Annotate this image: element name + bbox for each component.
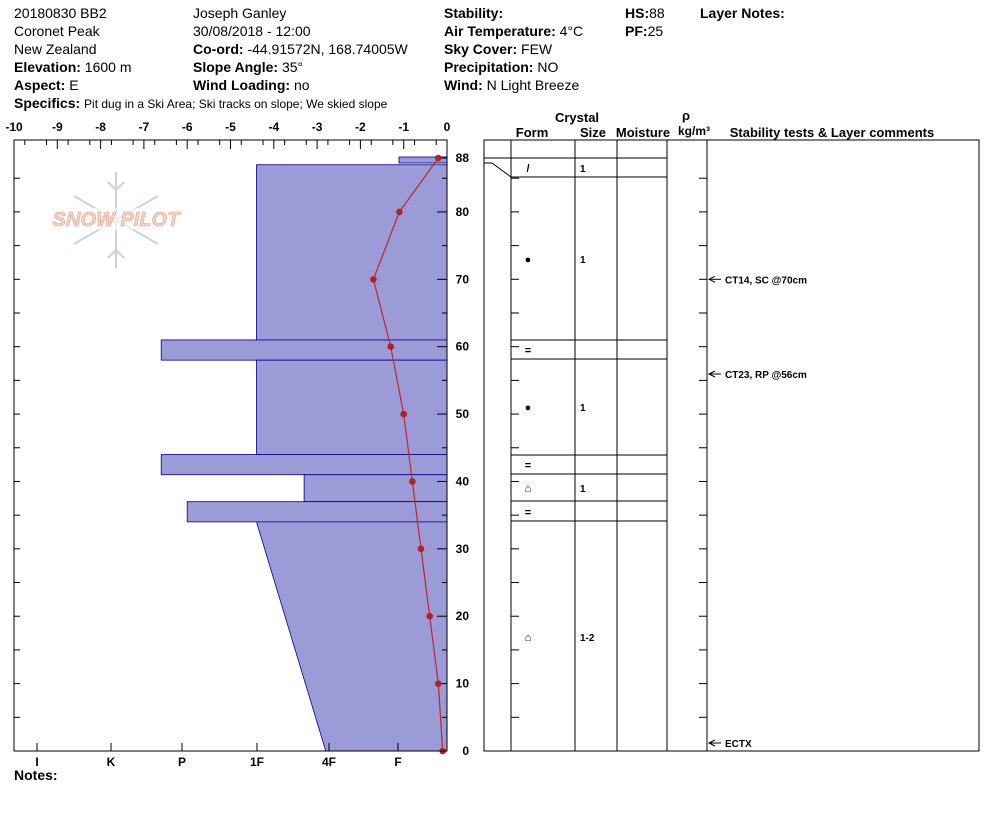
height-tick-label: 20	[456, 609, 470, 623]
notes-label: Notes:	[14, 767, 58, 783]
temperature-point	[409, 478, 416, 485]
temp-tick-label: -5	[225, 120, 236, 134]
stability-test-label: ECTX	[725, 739, 752, 750]
temperature-point	[435, 680, 442, 687]
height-tick-label: 30	[456, 542, 470, 556]
temp-tick-label: -7	[139, 120, 150, 134]
height-tick-label: 88	[456, 151, 470, 165]
hardness-layer	[256, 359, 448, 455]
rho-header: ρ	[682, 108, 690, 123]
svg-text:SNOW PILOT: SNOW PILOT	[53, 209, 181, 231]
layer-table: Crystal Form Size Moisture ρ kg/m³ Stabi…	[483, 108, 980, 752]
wind: Wind: N Light Breeze	[444, 77, 580, 93]
temp-tick-label: 0	[444, 120, 451, 134]
comments-header: Stability tests & Layer comments	[730, 125, 934, 140]
temp-tick-label: -10	[5, 120, 23, 134]
strata-form: ●	[525, 254, 532, 266]
height-tick-label: 10	[456, 677, 470, 691]
temp-tick-label: -1	[398, 120, 409, 134]
height-tick-label: 80	[456, 205, 470, 219]
connector	[484, 162, 512, 178]
strata-size: 1	[580, 403, 586, 414]
slope-angle: Slope Angle: 35°	[193, 59, 304, 75]
hardness-tick-label: K	[107, 755, 116, 769]
hs: HS:88	[625, 5, 665, 21]
hardness-tick-label: I	[35, 755, 38, 769]
strata-form: =	[525, 345, 531, 357]
temp-tick-label: -3	[312, 120, 323, 134]
stability-arrow-head	[707, 370, 716, 378]
temperature-point	[417, 545, 425, 553]
hardness-layer	[303, 474, 448, 503]
form-header: Form	[516, 125, 549, 140]
temp-tick-label: -2	[355, 120, 366, 134]
hardness-tick-label: 1F	[250, 755, 264, 769]
size-header: Size	[580, 125, 606, 140]
temperature-point	[400, 410, 408, 418]
height-tick-label: 60	[456, 340, 470, 354]
table-frame	[483, 139, 980, 752]
observer: Joseph Ganley	[193, 5, 287, 21]
temperature-point	[435, 154, 442, 162]
crystal-header: Crystal	[555, 110, 599, 125]
height-tick-label: 40	[456, 474, 470, 488]
coordinates: Co-ord: -44.91572N, 168.74005W	[193, 41, 408, 57]
temperature-line	[372, 157, 444, 752]
pit-id: 20180830 BB2	[14, 5, 107, 21]
temp-tick-label: -4	[268, 120, 279, 134]
hardness-layer	[256, 164, 448, 361]
datetime: 30/08/2018 - 12:00	[193, 23, 311, 39]
height-tick-label: 70	[456, 272, 470, 286]
strata-form: =	[525, 460, 531, 472]
temperature-point	[426, 612, 433, 620]
hardness-layer	[186, 501, 448, 523]
temperature-point	[387, 343, 395, 350]
height-tick-label: 50	[456, 407, 470, 421]
stability-arrow-head	[707, 739, 716, 747]
plot-frame	[13, 139, 448, 752]
elevation: Elevation: 1600 m	[14, 59, 132, 75]
aspect: Aspect: E	[14, 77, 79, 93]
hardness-layer	[160, 339, 448, 361]
density-unit-header: kg/m³	[678, 124, 710, 138]
temp-tick-label: -9	[52, 120, 63, 134]
country: New Zealand	[14, 41, 97, 57]
temp-tick-label: -8	[95, 120, 106, 134]
temp-tick-label: -6	[182, 120, 193, 134]
stability-test-label: CT14, SC @70cm	[725, 275, 807, 286]
strata-form: /	[526, 163, 529, 175]
temperature-point	[370, 275, 377, 283]
height-tick-label: 0	[462, 744, 469, 758]
air-temperature: Air Temperature: 4°C	[444, 23, 584, 39]
strata-size: 1	[580, 164, 586, 175]
strata-form: ●	[525, 402, 532, 414]
stability-test-label: CT23, RP @56cm	[725, 370, 807, 381]
pf: PF:25	[625, 23, 664, 39]
stability-arrow-head	[707, 275, 716, 283]
stability: Stability:	[444, 5, 504, 21]
moisture-header: Moisture	[616, 125, 670, 140]
strata-form: ⌂	[525, 632, 532, 644]
strata-size: 1	[580, 484, 586, 495]
hardness-tick-label: 4F	[322, 755, 336, 769]
hardness-tick-label: F	[394, 755, 401, 769]
hardness-layer	[160, 454, 448, 476]
location: Coronet Peak	[14, 23, 100, 39]
strata-size: 1	[580, 255, 586, 266]
hardness-tick-label: P	[178, 755, 186, 769]
sky-cover: Sky Cover: FEW	[444, 41, 553, 57]
strata-size: 1-2	[580, 633, 595, 644]
snowpilot-watermark: SNOW PILOT	[40, 172, 192, 268]
wind-loading: Wind Loading: no	[193, 77, 310, 93]
specifics: Specifics: Pit dug in a Ski Area; Ski tr…	[14, 95, 388, 111]
strata-form: ⌂	[525, 483, 532, 495]
layer-notes-label: Layer Notes:	[700, 5, 785, 21]
precipitation: Precipitation: NO	[444, 59, 559, 75]
temperature-point	[396, 208, 403, 216]
hardness-layer	[255, 521, 448, 752]
strata-form: =	[525, 507, 531, 519]
